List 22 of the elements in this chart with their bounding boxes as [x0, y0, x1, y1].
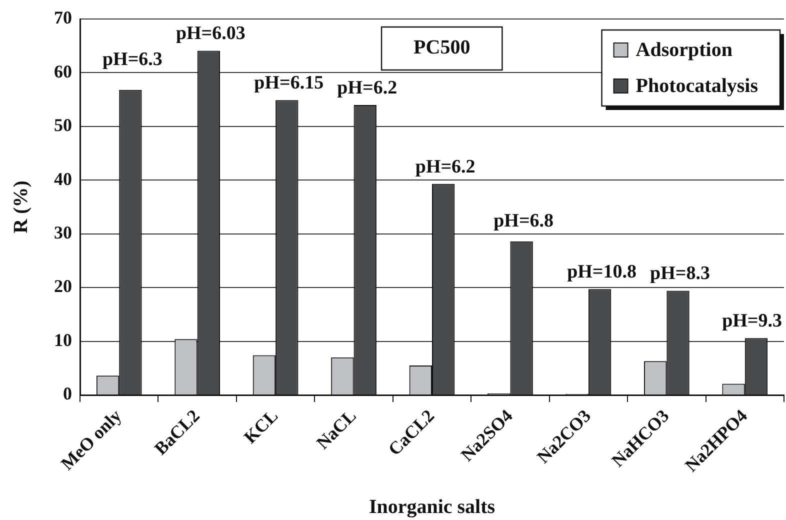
annotation: pH=6.2 — [337, 77, 398, 98]
y-axis-title: R (%) — [10, 180, 32, 234]
y-tick-label: 20 — [54, 276, 72, 296]
annotation: pH=9.3 — [722, 310, 782, 332]
legend-label: Photocatalysis — [636, 75, 758, 98]
annotation: pH=6.2 — [415, 156, 476, 178]
annotation: pH=6.8 — [494, 210, 554, 232]
y-tick-label: 40 — [54, 168, 72, 189]
annotation: pH=10.8 — [567, 262, 637, 283]
legend-label: Adsorption — [636, 39, 732, 62]
y-tick-label: 0 — [63, 384, 72, 404]
annotation: pH=6.03 — [176, 23, 246, 44]
annotation: pH=8.3 — [650, 263, 710, 284]
y-tick-label: 50 — [54, 115, 72, 136]
annotation: pH=6.15 — [254, 72, 324, 94]
y-tick-label: 30 — [54, 222, 72, 243]
y-tick-label: 10 — [54, 330, 72, 350]
annotation: pH=6.3 — [102, 49, 162, 70]
y-tick-label: 70 — [54, 8, 72, 28]
x-axis-title: Inorganic salts — [368, 496, 496, 518]
annotation: PC500 — [414, 36, 470, 59]
y-tick-label: 60 — [54, 61, 72, 82]
